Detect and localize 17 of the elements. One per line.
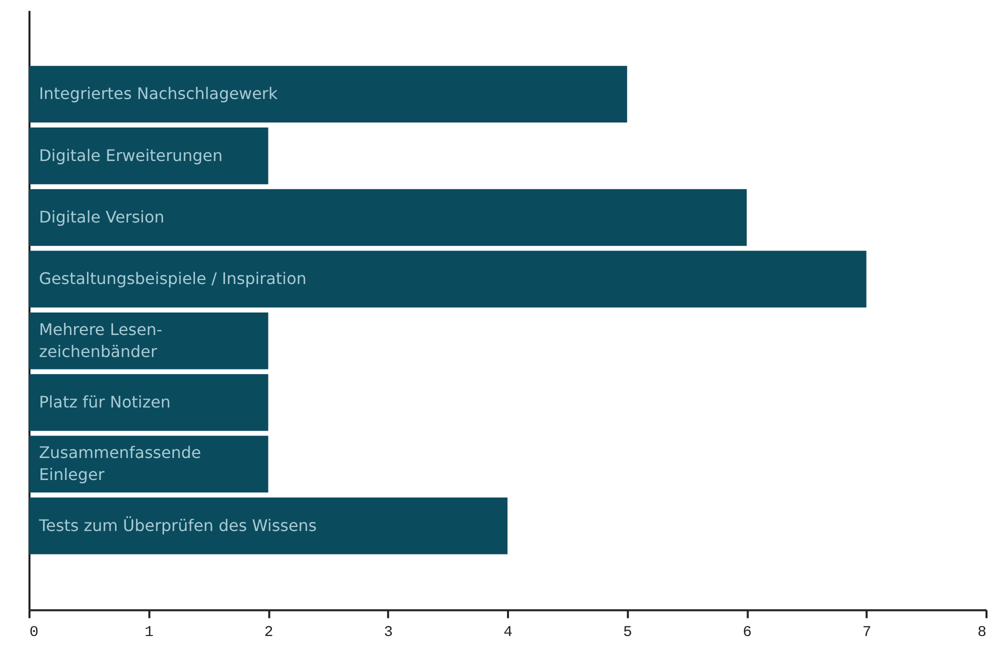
x-tick-label: 1 <box>144 625 154 642</box>
y-tick-label: Digitale Version <box>38 208 164 227</box>
y-tick-label: Zusammenfassende Einleger <box>38 443 202 484</box>
x-tick-label: 7 <box>862 625 872 642</box>
y-tick-label: Tests zum Überprüfen des Wissens <box>38 516 317 535</box>
x-tick-label: 6 <box>742 625 752 642</box>
x-tick-label: 0 <box>29 625 38 642</box>
y-tick-label: Gestaltungsbeispiele / Inspiration <box>38 269 306 288</box>
x-tick-label: 8 <box>978 625 987 642</box>
x-tick-label: 4 <box>503 625 512 642</box>
y-tick-label: Integriertes Nachschlagewerk <box>38 84 278 104</box>
x-tick-label: 5 <box>623 625 632 642</box>
y-tick-label: Digitale Erweiterungen <box>38 146 223 165</box>
x-tick-label: 3 <box>384 625 393 642</box>
y-tick-label: Platz für Notizen <box>38 392 171 412</box>
y-tick-label: Mehrere Lesen- zeichenbänder <box>38 320 162 361</box>
x-tick-label: 2 <box>264 625 274 642</box>
